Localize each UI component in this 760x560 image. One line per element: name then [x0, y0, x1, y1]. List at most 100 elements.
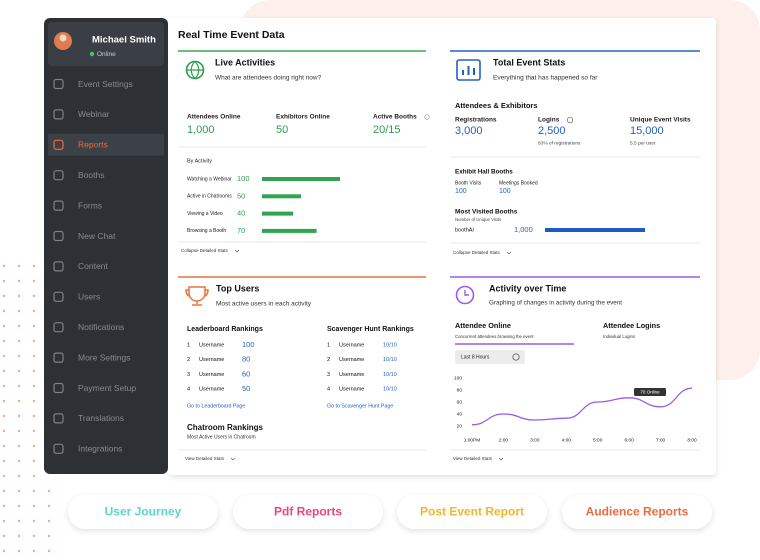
dot: [32, 309, 36, 313]
menu-icon[interactable]: [53, 78, 64, 90]
dot: [32, 444, 36, 448]
menu-item[interactable]: Content: [78, 261, 108, 271]
page-link[interactable]: Go to Leaderboard Page: [187, 403, 245, 409]
report-button-label[interactable]: Post Event Report: [420, 505, 524, 519]
report-button-label[interactable]: Audience Reports: [586, 505, 689, 519]
tab-label[interactable]: Attendee Logins: [603, 321, 660, 330]
panel-title: Live Activities: [215, 57, 275, 67]
report-button-label[interactable]: Pdf Reports: [274, 505, 342, 519]
menu-item[interactable]: Payment Setup: [78, 383, 136, 393]
dot: [17, 384, 21, 388]
stat-value: 3,000: [455, 125, 483, 137]
chevron: [506, 251, 512, 255]
dot: [2, 309, 6, 313]
dot: [2, 279, 6, 283]
username: Username: [199, 387, 224, 393]
menu-icon[interactable]: [53, 382, 64, 394]
score: 10/10: [383, 387, 397, 393]
menu-icon[interactable]: [53, 170, 64, 181]
activity-value: 50: [237, 191, 245, 200]
dot: [17, 489, 21, 493]
report-button[interactable]: [233, 495, 383, 529]
activity-value: 100: [237, 174, 250, 183]
x-tick-label: 3:00: [530, 437, 540, 443]
menu-item[interactable]: Integrations: [78, 444, 122, 454]
dot: [17, 279, 21, 283]
menu-item[interactable]: Event Settings: [78, 79, 133, 89]
dot: [47, 489, 51, 493]
chevron: [234, 249, 240, 253]
menu-icon[interactable]: [53, 291, 64, 302]
dot: [2, 474, 6, 478]
view-link[interactable]: View Detailed Stats: [185, 456, 225, 461]
menu-icon[interactable]: [53, 230, 64, 242]
range-dropdown[interactable]: [455, 350, 525, 364]
x-tick-label: 2:00: [499, 437, 509, 443]
section-heading: Exhibit Hall Booths: [455, 169, 513, 176]
ranking-heading: Chatroom Rankings: [187, 423, 264, 432]
menu-item[interactable]: Translations: [78, 413, 124, 423]
y-tick-label: 60: [457, 399, 463, 405]
collapse-link[interactable]: Collapse Detailed Stats: [453, 250, 501, 255]
menu-icon[interactable]: [53, 443, 64, 454]
main-card: [168, 18, 716, 475]
dot: [17, 309, 21, 313]
menu-icon[interactable]: [53, 109, 64, 120]
score: 10/10: [383, 372, 397, 378]
report-button[interactable]: [397, 495, 547, 529]
y-tick-label: 80: [457, 387, 463, 393]
panel-subtitle: Most active users in each activity: [216, 301, 312, 308]
menu-item[interactable]: Reports: [78, 140, 108, 150]
menu-icon[interactable]: [53, 413, 64, 424]
dot: [17, 549, 21, 553]
x-tick-label: 8:00: [687, 437, 697, 443]
dot: [17, 264, 21, 268]
report-button[interactable]: [68, 495, 218, 529]
dot: [2, 549, 6, 553]
page-link[interactable]: Go to Scavenger Hunt Page: [327, 403, 393, 409]
booth-value: 1,000: [514, 225, 533, 234]
view-link[interactable]: View Detailed Stats: [453, 456, 493, 461]
report-button[interactable]: [562, 495, 712, 529]
stat-value: 100: [455, 188, 467, 195]
dot: [17, 294, 21, 298]
collapse-link[interactable]: Collapse Detailed Stats: [181, 248, 229, 253]
stat-note: 83% of registrations: [538, 140, 581, 146]
stat-value: 2,500: [538, 125, 566, 137]
tab-label[interactable]: Attendee Online: [455, 321, 511, 330]
dot: [47, 534, 51, 538]
score: 10/10: [383, 342, 397, 348]
menu-icon[interactable]: [53, 139, 64, 150]
menu-icon[interactable]: [53, 322, 64, 333]
menu-item[interactable]: New Chat: [78, 231, 116, 241]
range-label[interactable]: Last 8 Hours: [461, 354, 490, 360]
stat-value: 100: [499, 188, 511, 195]
menu-item[interactable]: Webinar: [78, 109, 110, 119]
score: 80: [242, 355, 250, 364]
menu-item[interactable]: Forms: [78, 200, 102, 210]
activity-label: Watching a Webinar: [187, 176, 232, 182]
username: Username: [339, 387, 364, 393]
dot: [17, 324, 21, 328]
menu-item[interactable]: Booths: [78, 170, 104, 180]
report-button-label[interactable]: User Journey: [105, 505, 182, 519]
x-tick-label: 6:00: [624, 437, 634, 443]
menu-item[interactable]: Notifications: [78, 322, 124, 332]
menu-icon[interactable]: [53, 352, 64, 363]
activity-value: 70: [237, 226, 245, 235]
ranking-heading: Scavenger Hunt Rankings: [327, 326, 414, 333]
menu-item[interactable]: Users: [78, 292, 100, 302]
menu-icon[interactable]: [53, 261, 64, 272]
dot: [2, 354, 6, 358]
dot: [17, 444, 21, 448]
booth-label: boothAI: [455, 227, 474, 233]
sidebar: [44, 18, 168, 474]
menu-icon[interactable]: [53, 200, 64, 211]
menu-item[interactable]: More Settings: [78, 352, 130, 362]
section-subheading: Number of Unique Visits: [455, 217, 501, 222]
dot: [32, 549, 36, 553]
username: Username: [339, 342, 364, 348]
tab-note: Concurrent attendees browsing the event: [455, 334, 534, 339]
stat-value: 15,000: [630, 125, 664, 137]
x-tick-label: 5:00: [593, 437, 603, 443]
